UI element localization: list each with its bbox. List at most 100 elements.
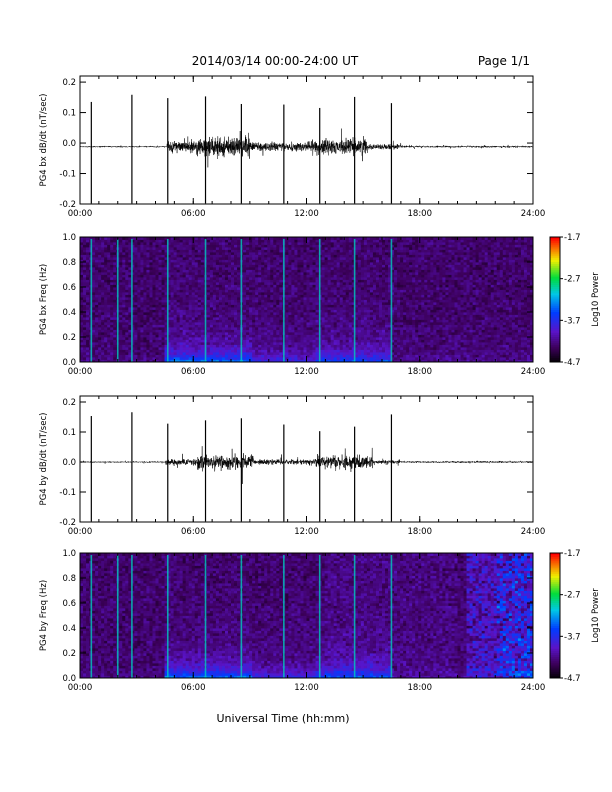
- bx-spec-cell: [360, 349, 365, 353]
- bx-spec-cell: [161, 272, 165, 275]
- bx-spec-cell: [357, 252, 362, 255]
- bx-spec-cell: [249, 277, 253, 280]
- bx-spec-cell: [125, 289, 129, 293]
- bx-spec-cell: [288, 309, 292, 313]
- bx-spec-cell: [366, 347, 371, 350]
- bx-spec-cell: [158, 337, 162, 340]
- bx-spec-cell: [264, 282, 268, 285]
- bx-spec-cell: [200, 327, 205, 330]
- bx-spec-cell: [98, 247, 102, 250]
- bx-spec-cell: [288, 292, 292, 295]
- bx-spec-cell: [95, 254, 99, 258]
- bx-spec-cell: [215, 334, 220, 338]
- bx-spec-cell: [227, 299, 232, 303]
- bx-spec-cell: [95, 287, 99, 290]
- bx-spec-cell: [119, 327, 123, 330]
- bx-spec-cell: [131, 319, 135, 323]
- bx-spec-cell: [237, 264, 241, 268]
- bx-spec-cell: [354, 237, 359, 240]
- bx-spec-cell: [309, 352, 313, 355]
- bx-spec-cell: [197, 299, 202, 303]
- bx-spec-cell: [315, 299, 319, 303]
- bx-spec-cell: [209, 322, 214, 325]
- bx-spec-cell: [155, 349, 159, 353]
- bx-spec-cell: [285, 262, 289, 265]
- bx-spec-cell: [131, 289, 135, 293]
- bx-spec-cell: [336, 352, 341, 355]
- bx-spec-cell: [270, 322, 274, 325]
- bx-spec-cell: [86, 237, 90, 240]
- bx-spec-cell: [312, 302, 316, 305]
- bx-spec-cell: [348, 352, 353, 355]
- bx-spec-cell: [339, 357, 344, 360]
- bx-spec-cell: [258, 327, 262, 330]
- bx-spec-cell: [212, 252, 217, 255]
- bx-spec-cell: [101, 267, 105, 270]
- bx-spec-cell: [252, 257, 256, 260]
- bx-spec-cell: [354, 352, 359, 355]
- bx-spec-cell: [122, 347, 126, 350]
- bx-spec-cell: [113, 257, 117, 260]
- bx-spec-cell: [366, 354, 371, 358]
- bx-spec-cell: [98, 257, 102, 260]
- bx-spec-cell: [276, 282, 280, 285]
- bx-spec-cell: [182, 262, 187, 265]
- bx-spec-cell: [339, 287, 344, 290]
- bx-spec-cell: [158, 294, 162, 298]
- bx-spec-cell: [179, 257, 184, 260]
- bx-spec-cell: [288, 314, 292, 318]
- bx-spec-cell: [143, 342, 147, 345]
- bx-spec-cell: [237, 239, 241, 243]
- bx-spec-cell: [363, 357, 368, 360]
- bx-spec-cell: [182, 264, 187, 268]
- bx-spec-cell: [333, 307, 338, 310]
- bx-spec-cell: [125, 314, 129, 318]
- bx-spec-cell: [294, 347, 298, 350]
- bx-spec-cell: [92, 342, 96, 345]
- bx-spec-cell: [294, 314, 298, 318]
- bx-spec-cell: [339, 269, 344, 273]
- bx-spec-cell: [327, 252, 332, 255]
- bx-spec-cell: [140, 319, 144, 323]
- bx-spec-cell: [348, 237, 353, 240]
- bx-spec-cell: [300, 342, 304, 345]
- bx-spec-cell: [321, 304, 326, 308]
- bx-spec-cell: [270, 304, 274, 308]
- bx-spec-cell: [288, 242, 292, 245]
- bx-spec-cell: [221, 257, 226, 260]
- bx-spec-cell: [354, 344, 359, 348]
- bx-spec-cell: [279, 307, 283, 310]
- bx-spec-cell: [348, 289, 353, 293]
- bx-spec-cell: [164, 242, 168, 245]
- bx-spec-cell: [270, 254, 274, 258]
- bx-spec-cell: [224, 237, 229, 240]
- bx-spec-cell: [101, 319, 105, 323]
- bx-spec-cell: [360, 289, 365, 293]
- bx-spec-cell: [264, 349, 268, 353]
- bx-spec-cell: [194, 264, 199, 268]
- bx-spec-cell: [258, 357, 262, 360]
- bx-spec-cell: [234, 289, 238, 293]
- bx-spec-cell: [336, 349, 341, 353]
- bx-spec-cell: [179, 312, 184, 315]
- bx-spec-cell: [258, 299, 262, 303]
- bx-spec-cell: [273, 292, 277, 295]
- bx-spec-cell: [185, 302, 190, 305]
- bx-spec-cell: [270, 359, 274, 363]
- bx-spec-cell: [300, 304, 304, 308]
- bx-spec-cell: [206, 332, 211, 335]
- bx-spec-cell: [336, 354, 341, 358]
- bx-spec-cell: [188, 327, 193, 330]
- bx-spec-cell: [218, 322, 223, 325]
- bx-spec-cell: [158, 259, 162, 263]
- bx-spec-cell: [131, 299, 135, 303]
- bx-spec-cell: [357, 239, 362, 243]
- bx-spec-cell: [255, 284, 259, 288]
- bx-spec-cell: [258, 294, 262, 298]
- bx-spec-cell: [267, 304, 271, 308]
- bx-spec-cell: [231, 337, 235, 340]
- bx-spec-cell: [122, 344, 126, 348]
- bx-spec-cell: [209, 307, 214, 310]
- bx-spec-cell: [128, 339, 132, 343]
- bx-spec-cell: [221, 264, 226, 268]
